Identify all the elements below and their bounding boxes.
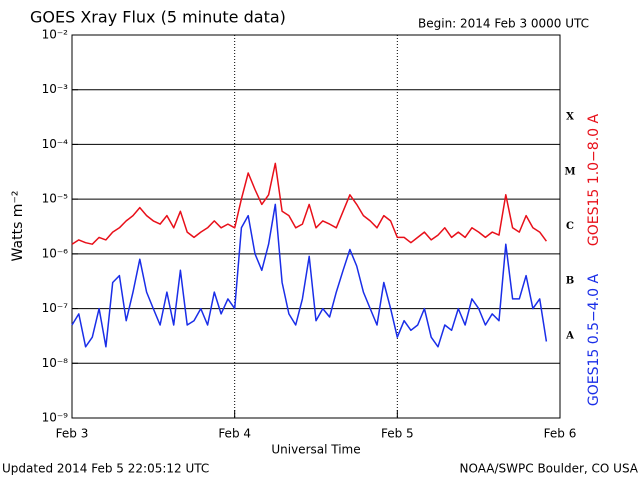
- x-tick-label: Feb 5: [381, 427, 414, 441]
- class-label: A: [565, 330, 574, 341]
- legend-entry: GOES15 0.5−4.0 A: [586, 274, 602, 407]
- footer-right: NOAA/SWPC Boulder, CO USA: [460, 462, 639, 476]
- y-tick-label: 10⁻³: [42, 82, 69, 96]
- class-label: M: [564, 166, 575, 177]
- y-tick-label: 10⁻⁷: [42, 301, 69, 315]
- x-tick-label: Feb 3: [56, 427, 89, 441]
- class-label: C: [566, 221, 574, 232]
- x-axis-label: Universal Time: [271, 443, 360, 457]
- chart-title: GOES Xray Flux (5 minute data): [30, 8, 286, 27]
- y-tick-label: 10⁻⁶: [42, 246, 69, 260]
- legend-entry: GOES15 1.0−8.0 A: [586, 114, 602, 247]
- x-tick-label: Feb 6: [544, 427, 577, 441]
- class-label: X: [566, 112, 574, 123]
- footer-left: Updated 2014 Feb 5 22:05:12 UTC: [2, 462, 209, 476]
- class-label: B: [566, 276, 574, 287]
- y-tick-label: 10⁻⁵: [42, 192, 69, 206]
- chart-subtitle: Begin: 2014 Feb 3 0000 UTC: [418, 17, 589, 31]
- y-tick-label: 10⁻⁹: [42, 411, 69, 425]
- y-tick-label: 10⁻⁸: [42, 356, 69, 370]
- y-axis-label: Watts m⁻²: [10, 191, 26, 262]
- x-tick-label: Feb 4: [218, 427, 251, 441]
- series-line: [71, 203, 548, 348]
- y-tick-label: 10⁻⁴: [42, 137, 69, 151]
- series-line: [71, 162, 548, 245]
- y-tick-label: 10⁻²: [42, 28, 69, 42]
